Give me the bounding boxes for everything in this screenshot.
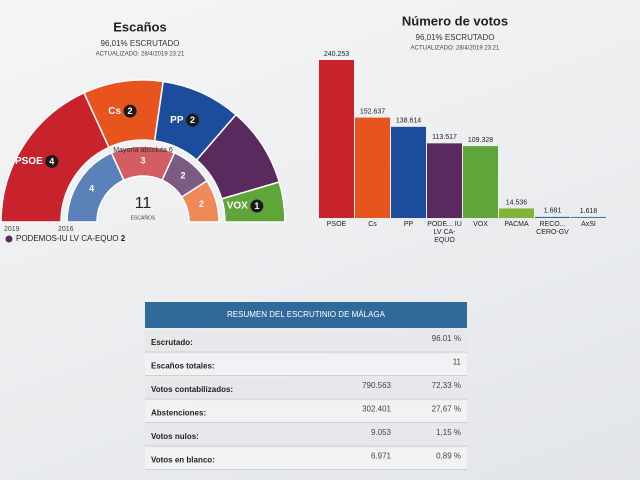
seat-badge <box>123 104 137 118</box>
value-label: 240.253 <box>324 51 349 58</box>
category-label: VOX <box>473 221 488 228</box>
legend-value: 2 <box>121 234 126 243</box>
bar <box>571 216 606 218</box>
category-label: PACMA <box>504 221 529 228</box>
bar <box>355 117 390 218</box>
legend-label: PODEMOS-IU LV CA-EQUO 2 <box>16 234 126 243</box>
value-label: 1.681 <box>544 208 562 215</box>
table-row <box>145 330 467 352</box>
ring-year: 2019 <box>4 226 20 233</box>
row-count: 790.563 <box>362 381 391 390</box>
seat-total: 11 <box>135 195 152 212</box>
segment-label: Cs <box>108 106 121 117</box>
seat-badge <box>250 199 264 213</box>
majority-label: Mayoría absoluta <box>113 147 167 154</box>
value-label: 14.536 <box>506 199 528 206</box>
value-label: 109.328 <box>468 137 493 144</box>
segment-label: PP <box>170 115 184 126</box>
row-pct: 27,67 % <box>432 405 461 414</box>
chart-subtitle: 96,01% ESCRUTADO <box>101 39 180 48</box>
row-count: 302.401 <box>362 405 391 414</box>
row-pct: 11 <box>453 358 462 367</box>
seat-total-label: ESCAÑOS <box>131 214 156 221</box>
legend-name: PODEMOS-IU LV CA-EQUO <box>16 234 119 243</box>
bar <box>463 146 498 218</box>
value-label: 113.517 <box>432 134 457 141</box>
segment-label: VOX <box>227 201 248 212</box>
row-count: 9.053 <box>371 428 392 437</box>
majority: Mayoría absoluta 6 <box>113 146 173 155</box>
table-row <box>145 400 467 423</box>
category-label: Cs <box>368 221 377 228</box>
seat-count: 1 <box>254 201 259 211</box>
row-count: 6.971 <box>371 452 392 461</box>
legend-dot <box>5 235 13 243</box>
row-label: Escaños totales: <box>151 362 215 371</box>
table-row <box>145 447 467 470</box>
seat-count: 2 <box>180 170 185 180</box>
seat-count: 2 <box>199 199 204 209</box>
category-label: PSOE <box>326 221 347 228</box>
seat-count: 2 <box>190 115 195 125</box>
chart-title: Escaños <box>113 19 166 34</box>
row-pct: 1,15 % <box>436 428 461 437</box>
bar <box>427 143 462 218</box>
seat-count: 4 <box>89 183 94 193</box>
row-pct: 72,33 % <box>432 381 461 390</box>
category-label: AxSI <box>581 221 596 228</box>
table-row <box>145 424 467 446</box>
category-label: PODE... IU LV CA-EQUO <box>427 221 462 244</box>
bar <box>391 126 426 218</box>
table-row <box>145 377 467 399</box>
value-label: 152.637 <box>360 108 385 115</box>
bar <box>535 216 570 218</box>
chart-subtitle: 96,01% ESCRUTADO <box>416 33 495 42</box>
row-label: Votos contabilizados: <box>151 385 233 394</box>
value-label: 138.614 <box>396 118 421 125</box>
row-label: Escrutado: <box>151 338 193 347</box>
chart-updated: ACTUALIZADO: 28/4/2019 23:21 <box>411 46 500 52</box>
row-label: Votos en blanco: <box>151 456 215 465</box>
seat-badge <box>186 113 200 127</box>
row-pct: 0,89 % <box>436 452 461 461</box>
row-label: Votos nulos: <box>151 432 199 441</box>
bar <box>499 208 534 218</box>
seat-count: 3 <box>140 155 145 165</box>
row-label: Abstenciones: <box>151 409 206 418</box>
segment-label: PSOE <box>15 156 43 167</box>
seat-segment <box>180 179 220 223</box>
chart-title: Número de votos <box>402 13 508 28</box>
table-title: RESUMEN DEL ESCRUTINIO DE MÁLAGA <box>227 310 386 319</box>
row-pct: 96.01 % <box>432 334 461 343</box>
category-label: RECO... CERO-GV <box>536 221 569 236</box>
seat-count: 2 <box>128 106 133 116</box>
chart-updated: ACTUALIZADO: 28/4/2019 23:21 <box>96 52 185 58</box>
seat-count: 4 <box>49 156 54 166</box>
table-row <box>145 353 467 376</box>
bar <box>319 60 354 218</box>
majority-value: 6 <box>168 147 173 154</box>
category-label: PP <box>403 221 414 228</box>
table-header-bg <box>145 302 467 328</box>
value-label: 1.618 <box>580 208 598 215</box>
ring-year: 2016 <box>58 226 74 233</box>
seat-badge <box>45 154 59 168</box>
